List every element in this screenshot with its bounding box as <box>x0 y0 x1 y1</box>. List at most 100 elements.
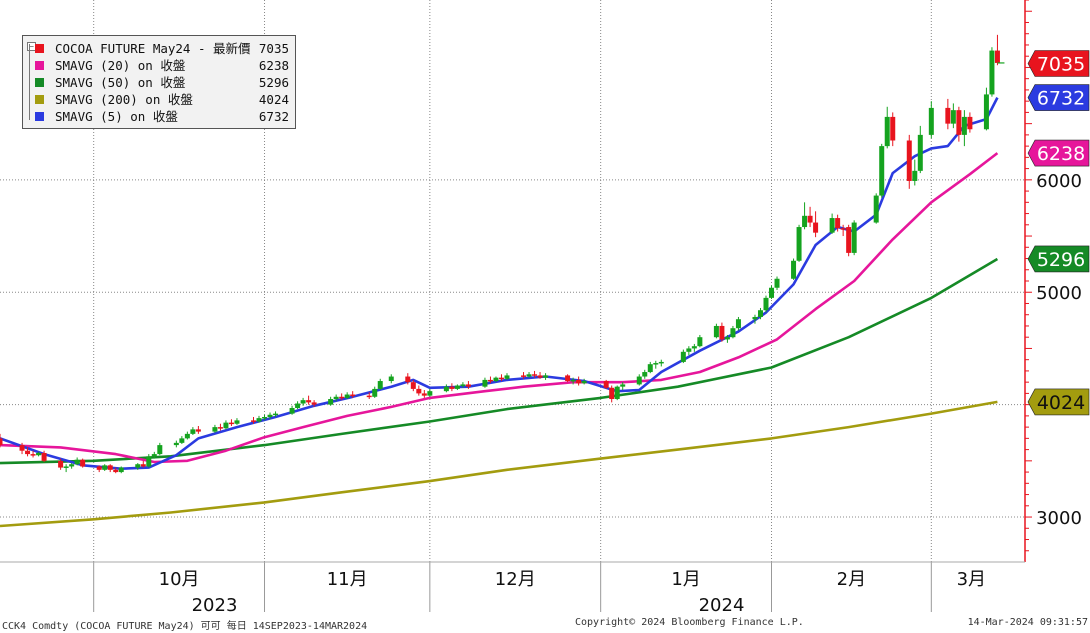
legend-swatch <box>35 95 44 104</box>
candle-body <box>543 375 549 378</box>
ma-line <box>0 152 999 464</box>
legend-swatch <box>35 112 44 121</box>
candle-body <box>102 465 108 470</box>
candle-body <box>730 328 736 338</box>
legend-label: COCOA FUTURE May24 - 最新價 <box>55 41 251 56</box>
candle-body <box>107 465 113 470</box>
candle-body <box>366 395 372 398</box>
candle-body <box>482 379 488 387</box>
candle-body <box>273 413 279 416</box>
ma-line <box>0 400 998 528</box>
candle-body <box>328 399 334 405</box>
candle-body <box>0 438 3 446</box>
candle-body <box>416 388 422 394</box>
candle-body <box>493 377 499 382</box>
candle-body <box>989 50 995 95</box>
candle-body <box>912 170 918 181</box>
candle-body <box>846 227 852 253</box>
candle-body <box>967 116 973 130</box>
x-tick-label: 1月 <box>671 569 700 590</box>
legend-row-sma200: SMAVG (200) on 收盤 4024 <box>31 92 291 108</box>
candle-body <box>796 227 802 261</box>
candle-body <box>300 400 306 404</box>
candle-body <box>521 375 527 377</box>
candle-body <box>267 414 273 418</box>
candle-body <box>372 388 378 397</box>
candle-body <box>212 427 218 432</box>
price-tags: 7035 6732 6238 5296 4024 <box>1027 50 1090 416</box>
price-tag <box>1027 84 1090 111</box>
candle-body <box>680 351 686 362</box>
candle-body <box>603 381 609 388</box>
candle-body <box>713 325 719 338</box>
legend-value: 7035 <box>258 41 289 56</box>
candle-body <box>184 433 190 439</box>
candle-body <box>179 438 185 443</box>
x-year-label: 2024 <box>699 595 745 616</box>
candle-body <box>719 325 725 340</box>
x-tick-label: 11月 <box>327 569 368 590</box>
candle-body <box>250 420 256 422</box>
candle-body <box>581 381 587 384</box>
candle-body <box>421 393 427 396</box>
x-tick-label: 3月 <box>957 569 986 590</box>
price-tag <box>1027 50 1090 77</box>
candle-body <box>791 260 797 279</box>
candle-body <box>565 375 571 382</box>
candle-body <box>614 386 620 400</box>
candle-body <box>835 218 841 229</box>
candle-body <box>642 372 648 377</box>
candle-body <box>256 418 262 422</box>
candle-body <box>763 297 769 311</box>
candle-body <box>884 116 890 147</box>
candle-body <box>774 278 780 288</box>
candle-body <box>333 396 339 400</box>
candle-body <box>146 456 152 467</box>
candle-body <box>443 386 449 392</box>
x-tick-label: 10月 <box>159 569 200 590</box>
candle-body <box>405 376 411 383</box>
candle-body <box>173 442 179 446</box>
candle-body <box>504 375 510 379</box>
candle-body <box>994 50 1000 63</box>
candle-body <box>498 377 504 380</box>
legend-tree-line <box>29 44 38 120</box>
candle-body <box>74 459 80 465</box>
candle-body <box>576 379 582 384</box>
candle-body <box>873 195 879 223</box>
candle-body <box>113 469 119 473</box>
candle-body <box>454 385 460 389</box>
candle-body <box>697 337 703 347</box>
candle-body <box>195 429 201 432</box>
legend-swatch <box>35 44 44 53</box>
legend-label: SMAVG (200) on 收盤 <box>55 92 193 107</box>
price-tag <box>1027 245 1090 273</box>
candle-body <box>752 316 758 320</box>
candle-body <box>41 452 47 461</box>
candle-body <box>223 422 229 429</box>
candle-body <box>228 422 234 425</box>
candle-body <box>570 379 576 382</box>
candle-body <box>802 215 808 228</box>
y-tick-label: 3000 <box>1036 508 1082 529</box>
candle-body <box>956 110 962 135</box>
candle-body <box>339 396 345 399</box>
legend-value: 4024 <box>258 92 289 107</box>
candle-body <box>686 348 692 352</box>
legend-value: 6732 <box>258 109 289 124</box>
moving-average-lines <box>0 97 999 528</box>
candle-body <box>620 384 626 387</box>
candle-body <box>289 408 295 414</box>
candle-body <box>757 310 763 317</box>
candle-body <box>344 394 350 398</box>
candle-body <box>879 146 885 196</box>
candle-body <box>917 134 923 171</box>
legend-label: SMAVG (20) on 收盤 <box>55 58 186 73</box>
candle-body <box>487 379 493 382</box>
ma-line <box>0 257 999 465</box>
candle-body <box>983 94 989 130</box>
price-tag-label: 4024 <box>1037 392 1085 414</box>
candle-body <box>80 459 86 467</box>
candle-body <box>906 140 912 181</box>
y-tick-label: 6000 <box>1036 171 1082 192</box>
